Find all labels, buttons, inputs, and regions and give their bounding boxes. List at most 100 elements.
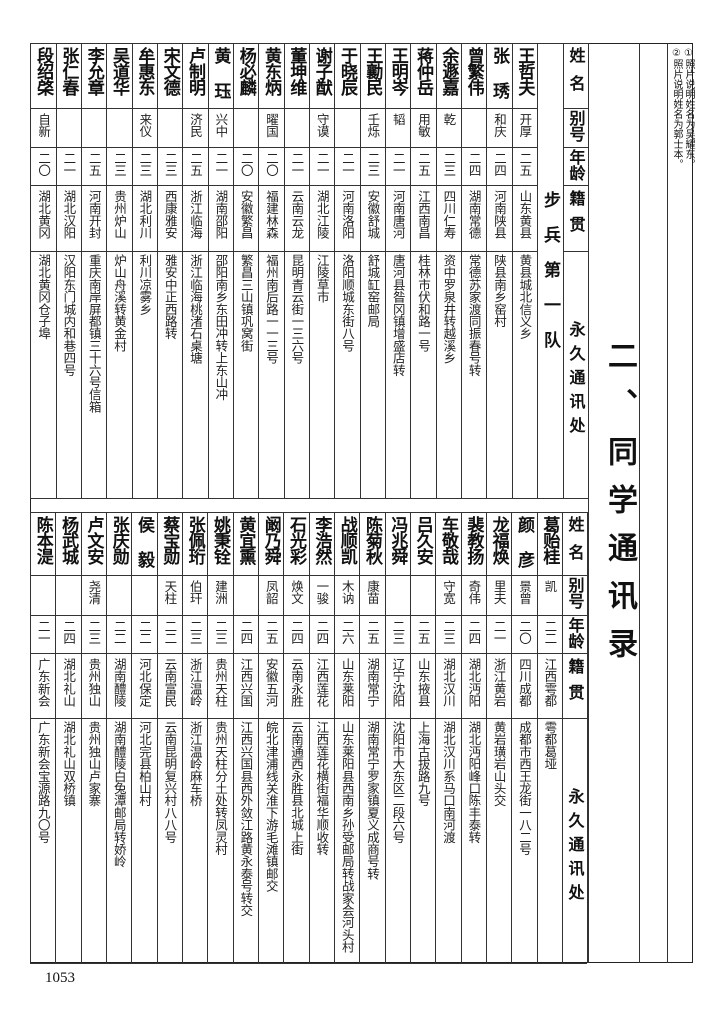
column-divider: [207, 512, 209, 963]
cell-address: 山东莱阳县西南乡孙受邮局转战家会河头村: [339, 721, 355, 953]
cell-name: 龙福焕: [488, 516, 509, 564]
cell-address: 广东新会宝源路九〇号: [35, 721, 51, 844]
cell-address: 江陵草市: [314, 254, 330, 303]
cell-origin: 江西兴国: [238, 658, 254, 707]
cell-address: 贵州天柱分土处转凤灵村: [213, 721, 229, 856]
cell-address: 云南通西永胜县北城上街: [289, 721, 305, 856]
cell-origin: 西康雅安: [162, 190, 178, 239]
cell-origin: 湖北黄冈: [36, 190, 52, 239]
cell-alias: 木讷: [339, 580, 355, 605]
cell-alias: [55, 575, 80, 615]
cell-age: 二四: [61, 620, 77, 645]
cell-name: 吴道华: [109, 47, 130, 95]
column-divider: [486, 512, 487, 963]
cell-age: 二一: [390, 152, 406, 177]
note-2: ②照片说明姓名为郭士本。: [671, 48, 682, 169]
column-divider: [587, 512, 588, 963]
cell-origin: 云南富民: [162, 658, 178, 707]
cell-address: 浙江临海桃渚石桌塘: [188, 254, 204, 364]
cell-alias: [233, 108, 258, 147]
cell-alias: [284, 108, 309, 147]
cell-address: 江西兴国县西外敛江路黄永泰号转交: [238, 721, 254, 917]
cell-name: 颜 彦: [514, 516, 534, 567]
cell-origin: 湖南邵阳: [213, 190, 229, 239]
cell-address: 浙江温岭麻车桥: [187, 721, 203, 807]
cell-age: 二三: [365, 152, 381, 177]
cell-alias: 凯: [542, 580, 558, 593]
column-divider: [588, 43, 589, 963]
cell-alias: 里夫: [491, 580, 507, 605]
cell-address: 雩都葛垭: [542, 721, 558, 770]
cell-alias: 凤韶: [263, 580, 279, 605]
cell-age: 二五: [415, 620, 431, 645]
cell-age: 二五: [365, 620, 381, 645]
cell-address: 河北完县柏山村: [137, 721, 153, 807]
column-divider: [106, 43, 108, 498]
cell-address: 洛阳顺城东街八号: [340, 254, 356, 352]
cell-address: 云南昆明复兴村八八号: [162, 721, 178, 844]
cell-address: 邵阳南乡东田冲转上东山冲: [213, 254, 229, 401]
column-divider: [410, 43, 412, 498]
cell-name: 余遯嘉: [438, 47, 459, 95]
column-divider: [30, 43, 32, 498]
column-divider: [131, 512, 133, 963]
column-divider: [334, 43, 336, 498]
row-divider: [30, 653, 587, 654]
cell-name: 张仁春: [58, 47, 79, 95]
cell-origin: 河南洛阳: [340, 190, 356, 239]
cell-age: 二四: [466, 620, 482, 645]
cell-origin: 江西莲花: [314, 658, 330, 707]
cell-name: 车敬哉: [438, 516, 459, 564]
cell-address: 沈阳市大东区二段六号: [390, 721, 406, 844]
cell-alias: [157, 108, 182, 147]
column-divider: [55, 43, 57, 498]
cell-age: 二三: [112, 152, 128, 177]
column-divider: [182, 512, 184, 963]
column-divider: [461, 43, 462, 498]
cell-address: 江西莲花横街福华顺收转: [314, 721, 330, 856]
cell-address: 陕县南乡窑村: [492, 254, 507, 328]
cell-name: 蔡宝勋: [159, 516, 180, 564]
column-divider: [258, 512, 260, 963]
column-divider: [334, 512, 336, 963]
row-divider: [30, 251, 537, 252]
column-divider: [30, 512, 32, 963]
row-divider: [562, 718, 587, 719]
row-divider: [563, 251, 588, 252]
header-age: 年龄: [566, 149, 586, 181]
cell-age: 二五: [517, 152, 533, 177]
cell-alias: [334, 108, 359, 147]
cell-origin: 山东掖县: [415, 658, 431, 707]
cell-alias: 康苗: [365, 580, 381, 605]
cell-address: 贵州独山卢家寨: [86, 721, 102, 807]
cell-age: 二四: [238, 620, 254, 645]
row-divider: [563, 185, 588, 186]
cell-name: 宋文德: [159, 47, 180, 95]
cell-age: 二一: [213, 152, 229, 177]
cell-alias: [461, 108, 486, 147]
page-title: 二、同学通讯录: [602, 340, 637, 676]
cell-address: 昆明青云街一三六号: [289, 254, 305, 364]
row-divider: [30, 718, 587, 719]
column-divider: [359, 43, 361, 498]
notes: ①照片说明姓名为吴耀东。 ②照片说明姓名为郭士本。: [670, 48, 694, 488]
cell-origin: 贵州独山: [86, 658, 102, 707]
header-name: 姓名: [566, 47, 586, 103]
column-divider: [258, 43, 260, 498]
column-divider: [511, 512, 513, 963]
cell-name: 冯兆舜: [387, 516, 408, 564]
column-divider: [562, 512, 563, 963]
cell-origin: 河南唐河: [390, 190, 406, 239]
column-divider: [106, 512, 108, 963]
cell-name: 王明岑: [387, 47, 408, 95]
cell-address: 湖南醴陵白兔潭邮局转娇岭: [111, 721, 127, 868]
cell-alias: [30, 575, 55, 615]
column-divider: [157, 43, 159, 498]
header-origin: 籍贯: [566, 190, 586, 242]
header-alias: 别号: [565, 577, 585, 609]
cell-alias: [81, 108, 106, 147]
cell-origin: 河南开封: [86, 190, 102, 239]
cell-address: 湖北礼山双桥镇: [61, 721, 77, 807]
column-divider: [283, 512, 285, 963]
cell-alias: [233, 575, 258, 615]
